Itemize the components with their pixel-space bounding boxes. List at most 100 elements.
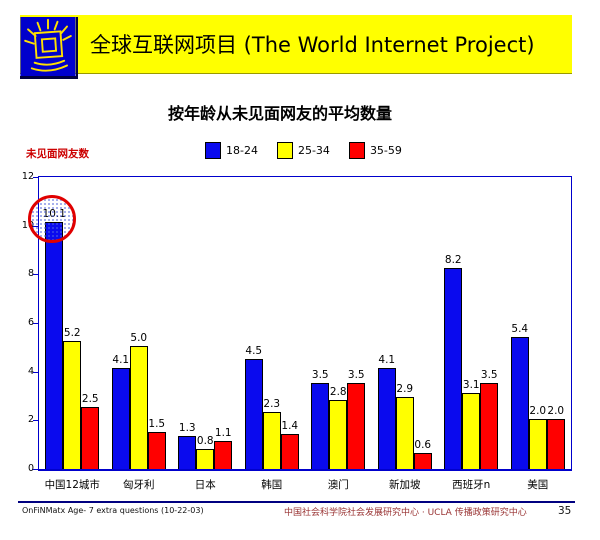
bar-wrap: 4.1 (377, 177, 396, 469)
footer-organizations: 中国社会科学院社会发展研究中心 · UCLA 传播政策研究中心 (284, 508, 527, 518)
bar-value-label: 2.3 (263, 398, 281, 411)
bar-wrap: 8.2 (444, 177, 463, 469)
y-tick-label: 0 (27, 463, 34, 474)
bar-25-34 (63, 341, 82, 469)
bar-value-label: 0.8 (196, 434, 214, 447)
x-category-label: 中国12城市 (44, 479, 100, 491)
bar-35-59 (81, 407, 100, 469)
bar-wrap: 1.4 (280, 177, 299, 469)
y-tick-label: 2 (27, 414, 34, 426)
bar-value-label: 0.6 (414, 439, 432, 452)
legend: 18-24 25-34 35-59 (205, 142, 402, 159)
page-number: 35 (558, 505, 572, 517)
bar-value-label: 3.5 (311, 368, 329, 381)
bar-18-24 (377, 368, 396, 469)
footer-divider (18, 501, 575, 503)
legend-item: 18-24 (205, 142, 258, 159)
bar-wrap: 2.3 (262, 177, 281, 469)
bar-25-34 (329, 399, 348, 469)
bar-group: 4.1 2.9 0.6 (372, 177, 439, 469)
bar-wrap: 5.2 (63, 177, 82, 469)
bar-value-label: 1.1 (214, 427, 232, 440)
bar-groups: 10.15.22.54.15.01.51.30.81.14.52.31.43.5… (39, 177, 571, 469)
bar-value-label: 4.1 (112, 354, 130, 367)
bar-18-24 (111, 368, 130, 469)
bar-18-24 (444, 268, 463, 469)
bar-value-label: 3.5 (347, 368, 365, 381)
bar-wrap: 3.5 (311, 177, 330, 469)
bar-value-label: 2.5 (81, 393, 99, 406)
legend-label: 35-59 (369, 144, 402, 157)
bar-value-label: 2.0 (547, 405, 565, 418)
bar-value-label: 3.5 (480, 368, 498, 381)
legend-swatch-icon (276, 142, 293, 159)
x-category-label: 西班牙n (452, 479, 491, 491)
bar-value-label: 5.4 (511, 322, 529, 335)
bar-18-24 (45, 222, 64, 469)
bar-value-label: 1.5 (148, 417, 166, 430)
x-labels: 中国12城市 匈牙利 日本 韩国 澳门 新加坡 西班牙n 美国 (39, 477, 571, 492)
bar-25-34 (129, 346, 148, 469)
bar-wrap: 3.5 (480, 177, 499, 469)
bar-35-59 (546, 419, 565, 469)
y-tick-label: 8 (27, 268, 34, 280)
legend-label: 25-34 (297, 144, 330, 157)
bar-value-label: 2.9 (396, 383, 414, 396)
y-tick-label: 12 (21, 171, 34, 182)
bar-value-label: 1.3 (178, 422, 196, 435)
bar-wrap: 4.1 (111, 177, 130, 469)
header-bar: 全球互联网项目 (The World Internet Project) (20, 15, 572, 74)
y-tick-mark (33, 469, 39, 470)
legend-swatch-icon (205, 142, 221, 159)
footer-source-note: OnFiNMatx Age- 7 extra questions (10-22-… (22, 506, 204, 515)
legend-item: 35-59 (348, 142, 402, 159)
bar-wrap: 3.1 (462, 177, 481, 469)
highlight-ellipse-annotation (28, 195, 76, 243)
legend-item: 25-34 (276, 142, 330, 159)
bar-35-59 (413, 453, 432, 469)
bar-value-label: 3.1 (462, 378, 480, 391)
bar-18-24 (510, 336, 529, 469)
x-category-label: 美国 (527, 479, 549, 491)
bar-wrap: 2.5 (81, 177, 100, 469)
bar-wrap: 5.0 (129, 177, 148, 469)
x-category-label: 澳门 (327, 479, 349, 491)
x-category-label: 韩国 (261, 479, 283, 491)
bar-wrap: 2.8 (329, 177, 348, 469)
bar-wrap: 5.4 (510, 177, 529, 469)
bar-18-24 (244, 358, 263, 469)
bar-group: 4.1 5.0 1.5 (106, 177, 173, 469)
bar-value-label: 4.5 (245, 344, 263, 357)
bar-wrap: 0.6 (413, 177, 432, 469)
bar-25-34 (262, 412, 281, 469)
bar-group: 5.4 2.0 2.0 (505, 177, 572, 469)
bar-25-34 (462, 392, 481, 469)
bar-35-59 (214, 441, 233, 469)
bar-wrap: 2.0 (528, 177, 547, 469)
bar-wrap: 1.1 (214, 177, 233, 469)
bar-35-59 (147, 431, 166, 469)
bar-wrap: 3.5 (347, 177, 366, 469)
bar-wrap: 0.8 (196, 177, 215, 469)
radiant-monitor-logo-icon (20, 17, 78, 79)
plot-area: 024681012 10.15.22.54.15.01.51.30.81.14.… (22, 171, 572, 491)
bar-value-label: 8.2 (444, 254, 462, 267)
bar-value-label: 2.0 (529, 405, 547, 418)
bar-value-label: 1.4 (281, 419, 299, 432)
legend-label: 18-24 (226, 144, 258, 157)
x-category-label: 日本 (194, 479, 216, 491)
bar-18-24 (311, 382, 330, 469)
bar-value-label: 5.2 (63, 327, 81, 340)
x-category-label: 新加坡 (389, 479, 421, 491)
chart-title: 按年龄从未见面网友的平均数量 (167, 104, 392, 123)
bar-25-34 (196, 448, 215, 469)
legend-swatch-icon (348, 142, 365, 159)
bar-wrap: 2.9 (395, 177, 414, 469)
bar-18-24 (178, 436, 197, 469)
bar-value-label: 2.8 (329, 385, 347, 398)
bar-35-59 (480, 382, 499, 469)
bar-wrap: 2.0 (546, 177, 565, 469)
bar-group: 3.5 2.8 3.5 (305, 177, 372, 469)
slide-title: 全球互联网项目 (The World Internet Project) (90, 33, 535, 57)
y-tick-label: 6 (27, 317, 34, 328)
